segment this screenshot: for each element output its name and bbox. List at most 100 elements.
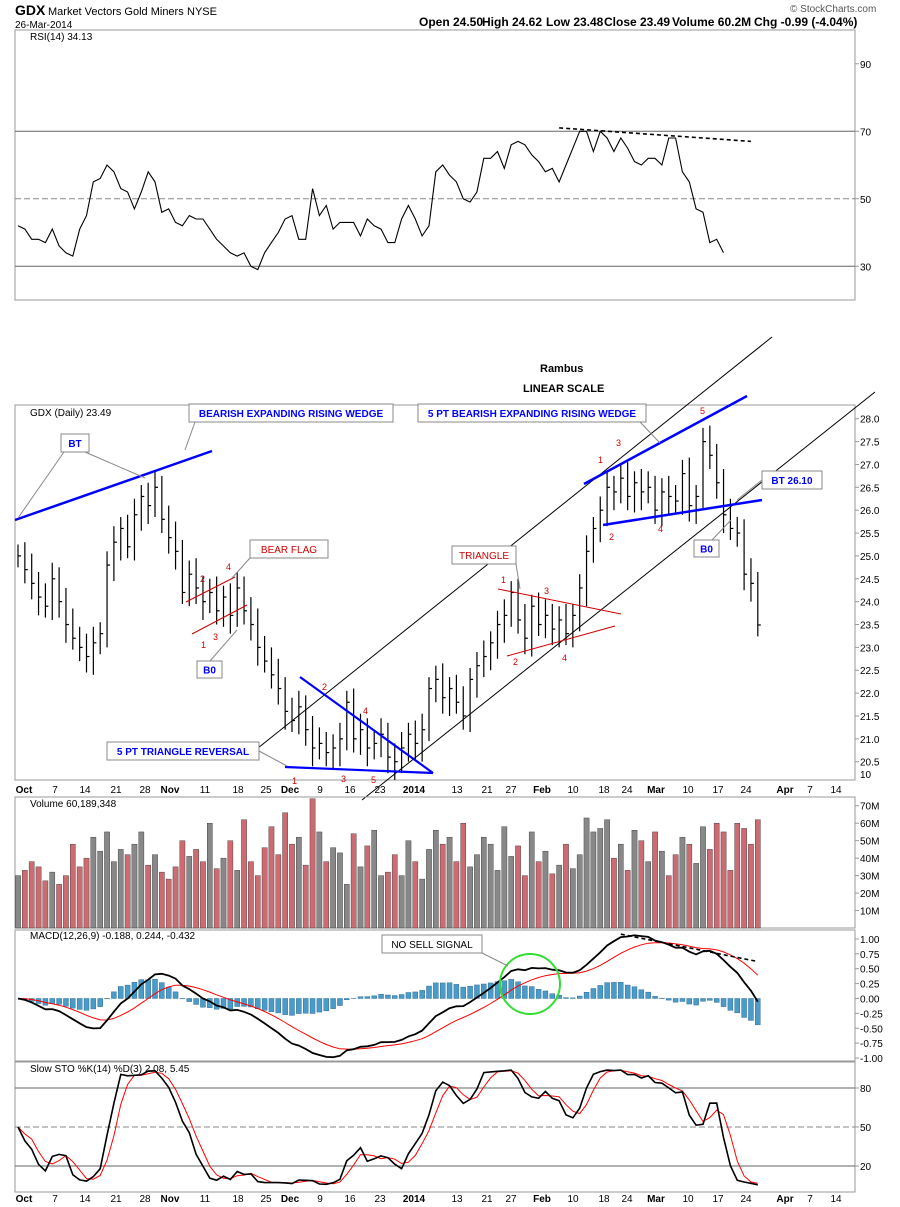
macd-histogram-bar <box>583 992 590 999</box>
volume-bar <box>391 854 398 929</box>
volume-bar <box>63 875 69 929</box>
macd-histogram-bar <box>227 998 234 1010</box>
x-tick-label: 11 <box>200 785 211 796</box>
volume-bar <box>713 823 720 929</box>
macd-histogram-bar <box>248 998 254 1008</box>
y-tick-label: 50 <box>860 1123 872 1134</box>
wedge-2-callout: 5 PT BEARISH EXPANDING RISING WEDGE <box>428 409 637 420</box>
pattern-point-number: 4 <box>658 524 663 534</box>
macd-line <box>17 934 759 1059</box>
volume-bar <box>624 870 631 929</box>
volume-bar <box>172 866 179 929</box>
volume-bar <box>234 870 241 929</box>
breakout-2-callout-box <box>693 539 720 558</box>
scale-label: LINEAR SCALE <box>523 383 604 395</box>
macd-histogram-bar <box>344 998 350 1000</box>
x-tick-label: 17 <box>712 785 724 796</box>
x-tick-label: 16 <box>344 1194 356 1205</box>
y-tick-label: 30M <box>860 872 879 883</box>
volume-bar <box>385 871 391 929</box>
volume-bar <box>549 873 556 929</box>
macd-histogram-bar <box>549 993 555 999</box>
pattern-point-number: 4 <box>226 562 231 572</box>
macd-histogram-bar <box>90 998 97 1010</box>
pattern-point-number: 2 <box>322 682 327 692</box>
y-tick-label: 80 <box>860 1084 872 1095</box>
volume-panel: 10M 20M 30M 40M 50M 60M 70M <box>14 796 879 929</box>
volume-bar <box>22 870 28 929</box>
x-tick-label: 13 <box>451 1194 463 1205</box>
x-tick-label: 23 <box>374 1194 386 1205</box>
macd-histogram-bar <box>611 982 617 999</box>
volume-bar <box>398 875 405 929</box>
x-tick-label: 14 <box>79 1194 91 1205</box>
y-tick-label: 20M <box>860 889 879 900</box>
x-tick-label: 17 <box>712 1194 724 1205</box>
price-label: GDX (Daily) 23.49 <box>30 408 112 419</box>
macd-histogram-bar <box>666 998 672 1001</box>
volume-bar <box>412 861 419 929</box>
macd-histogram-bar <box>563 997 569 999</box>
volume-bar <box>563 843 569 929</box>
x-tick-label: Mar <box>647 785 665 796</box>
bear-flag-callout: BEAR FLAG <box>261 545 317 556</box>
x-tick-label: Feb <box>533 785 551 796</box>
macd-histogram-bar <box>707 998 713 1001</box>
volume-bar <box>49 871 56 929</box>
y-tick-label: -0.50 <box>860 1024 883 1035</box>
macd-histogram-bar <box>241 998 247 1007</box>
x-tick-label: 18 <box>232 785 244 796</box>
y-tick-label: 20 <box>860 1162 872 1173</box>
volume-bar <box>138 831 145 929</box>
macd-histogram-bar <box>83 998 90 1011</box>
y-tick-label: 60M <box>860 819 879 830</box>
pattern-point-number: 4 <box>363 706 368 716</box>
flag-lower-line <box>191 604 248 635</box>
wedge-2-callout-pointer <box>639 421 661 444</box>
volume-bar <box>309 798 316 929</box>
y-tick-label: 21.5 <box>860 712 880 723</box>
y-tick-label: 50M <box>860 837 879 848</box>
x-tick-label: 21 <box>481 785 493 796</box>
triangle-lower-line <box>284 765 434 775</box>
bt-callout-box <box>60 433 90 453</box>
no-sell-callout-box <box>381 934 483 954</box>
low-value: Low 23.48 <box>546 15 604 29</box>
x-tick-label: Dec <box>281 1194 300 1205</box>
x-tick-label: 18 <box>232 1194 244 1205</box>
volume-bar <box>433 829 439 929</box>
pattern-point-number: 2 <box>513 657 518 667</box>
macd-histogram-bar <box>604 982 610 999</box>
x-tick-label: 10 <box>567 785 579 796</box>
macd-histogram-bar <box>392 995 398 999</box>
wedge-1-callout: BEARISH EXPANDING RISING WEDGE <box>199 409 384 420</box>
volume-bar <box>528 831 535 929</box>
x-tick-label: Oct <box>16 785 33 796</box>
author-label: Rambus <box>540 363 583 375</box>
macd-histogram-bar <box>275 998 281 1014</box>
macd-histogram-bar <box>645 991 651 999</box>
macd-label: MACD(12,26,9) -0.188, 0.244, -0.432 <box>30 931 196 942</box>
macd-histogram-bar <box>487 982 494 999</box>
macd-histogram-bar <box>679 998 686 1002</box>
pattern-point-number: 3 <box>341 774 346 784</box>
volume-bar <box>76 866 83 929</box>
macd-histogram-bar <box>440 982 446 999</box>
macd-histogram-bar <box>446 982 453 999</box>
macd-histogram-bar <box>638 989 645 999</box>
volume-bar <box>200 861 206 929</box>
macd-histogram-bar <box>426 985 432 999</box>
bear-flag-callout-box <box>249 539 329 559</box>
pattern-point-number: 4 <box>562 653 567 663</box>
volume-bar <box>508 856 515 929</box>
macd-histogram-bar <box>159 982 165 999</box>
pattern-point-number: 3 <box>544 586 549 596</box>
volume-bar <box>111 861 117 929</box>
x-tick-label: 18 <box>598 1194 610 1205</box>
y-tick-label: -1.00 <box>860 1054 883 1065</box>
x-tick-label: Mar <box>647 1194 665 1205</box>
y-tick-label: 0.50 <box>860 965 880 976</box>
bear-flag-callout-pointer <box>231 557 251 579</box>
volume-bar <box>474 854 480 929</box>
x-tick-label: 7 <box>52 785 58 796</box>
